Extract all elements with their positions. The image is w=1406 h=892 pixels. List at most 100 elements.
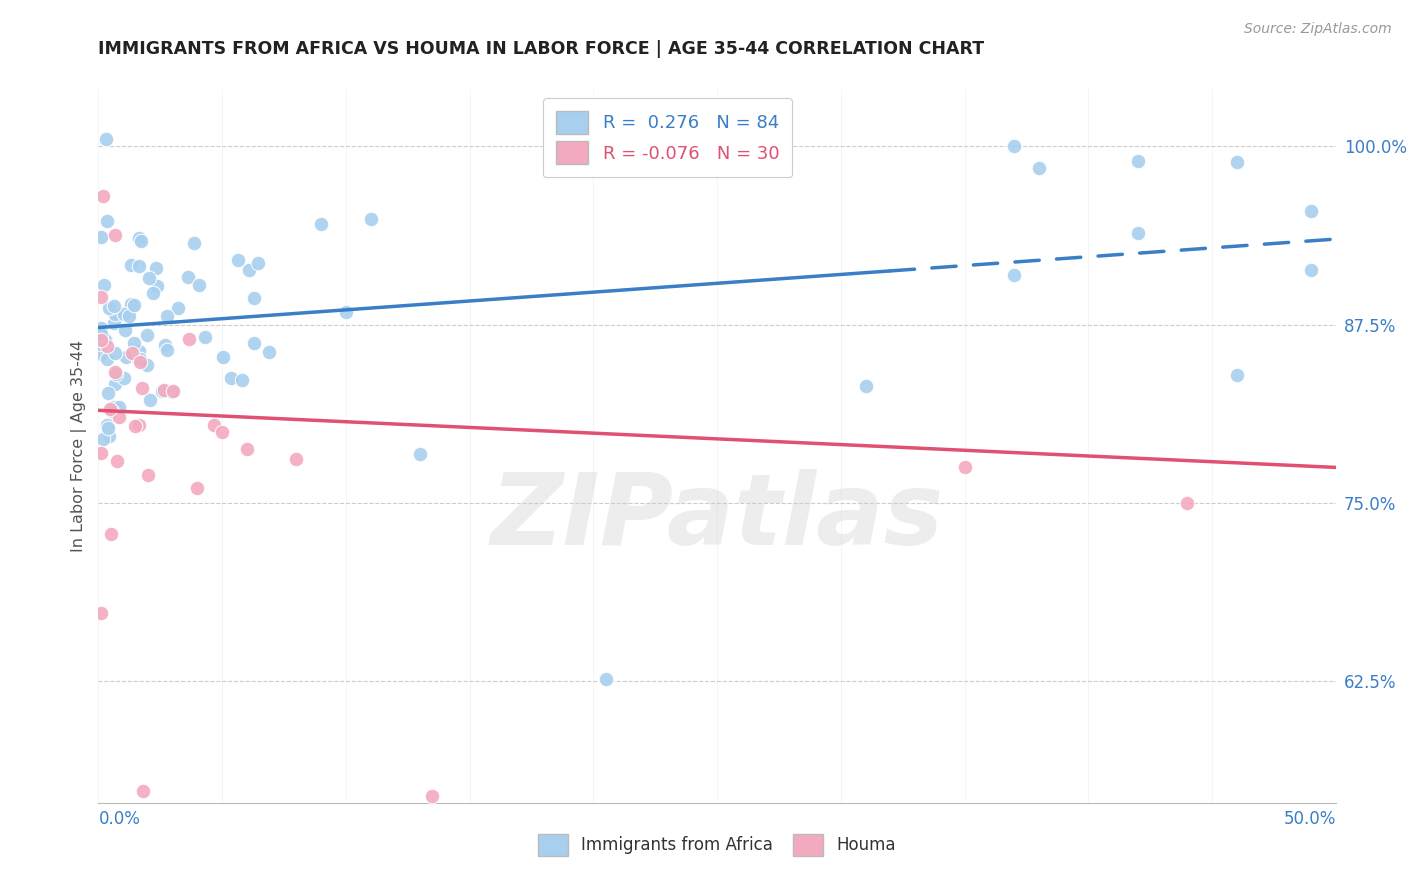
Point [202,418,225,433]
Point [139,392,162,407]
Point [104,227,127,242]
Point [96,339,118,353]
Point [129,354,152,368]
Point [132,784,155,798]
Point [194,330,217,344]
Point [94,334,117,348]
Point [243,335,266,350]
Point [129,234,152,248]
Point [100,526,122,541]
Point [114,350,136,364]
Point [150,384,173,399]
Point [108,410,131,425]
Point [153,383,176,397]
Point [855,379,877,393]
Point [156,343,179,357]
Point [114,323,136,337]
Point [120,258,142,272]
Point [124,419,146,434]
Point [238,263,260,277]
Point [100,404,122,418]
Point [131,381,153,395]
Point [1226,368,1249,382]
Point [1299,203,1322,218]
Point [1002,268,1025,282]
Point [90,326,112,341]
Point [98,401,121,416]
Point [120,297,142,311]
Point [103,316,125,330]
Point [136,327,159,342]
Text: ZIPatlas: ZIPatlas [491,469,943,566]
Point [118,309,141,323]
Point [1002,139,1025,153]
Y-axis label: In Labor Force | Age 35-44: In Labor Force | Age 35-44 [72,340,87,552]
Point [231,373,253,387]
Point [160,384,183,399]
Point [121,346,143,360]
Point [103,400,125,414]
Point [128,259,150,273]
Point [90,289,112,303]
Text: Source: ZipAtlas.com: Source: ZipAtlas.com [1244,22,1392,37]
Point [409,447,432,461]
Point [94,334,117,348]
Point [98,429,121,443]
Point [285,452,308,467]
Point [96,214,118,228]
Point [243,291,266,305]
Point [124,335,146,350]
Point [153,338,176,352]
Point [1299,263,1322,277]
Point [90,606,112,620]
Point [103,377,125,392]
Point [90,337,112,351]
Point [104,365,127,379]
Text: 50.0%: 50.0% [1284,810,1336,828]
Point [105,368,128,382]
Point [335,305,357,319]
Point [360,211,382,226]
Point [142,285,165,300]
Point [212,351,235,365]
Point [96,420,118,434]
Point [422,789,444,803]
Point [127,351,149,366]
Point [136,468,159,483]
Point [104,345,127,359]
Point [90,321,112,335]
Point [145,260,167,275]
Point [128,230,150,244]
Point [1126,153,1149,168]
Point [162,384,184,399]
Point [211,425,233,439]
Point [309,217,332,231]
Point [259,345,281,359]
Point [135,358,157,372]
Point [1226,154,1249,169]
Text: 0.0%: 0.0% [98,810,141,828]
Point [219,371,242,385]
Point [93,277,115,292]
Point [236,442,259,457]
Point [247,256,270,270]
Point [177,270,200,285]
Point [122,298,145,312]
Point [91,432,114,446]
Point [177,332,200,346]
Point [97,301,120,315]
Point [96,351,118,366]
Point [187,278,209,293]
Point [103,299,125,313]
Point [105,454,128,468]
Point [1028,161,1050,175]
Legend: Immigrants from Africa, Houma: Immigrants from Africa, Houma [531,828,903,863]
Point [183,236,205,251]
Point [186,481,208,495]
Point [112,308,135,322]
Point [94,333,117,347]
Point [1175,496,1198,510]
Point [138,270,160,285]
Point [97,385,120,400]
Point [128,418,150,433]
